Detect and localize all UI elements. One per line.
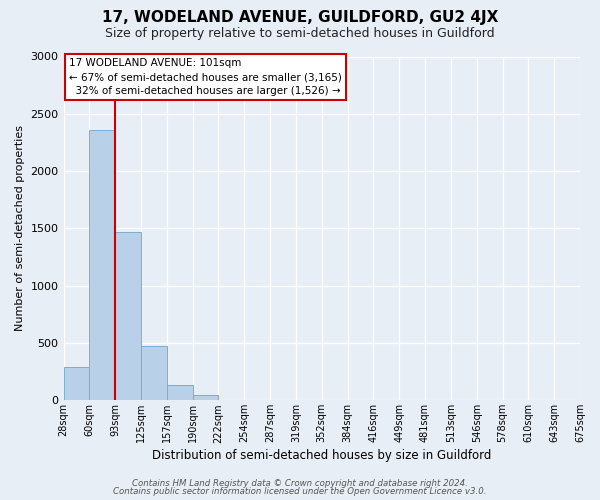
Bar [64, 367, 89, 400]
Bar [193, 394, 218, 400]
Text: 17, WODELAND AVENUE, GUILDFORD, GU2 4JX: 17, WODELAND AVENUE, GUILDFORD, GU2 4JX [102, 10, 498, 25]
Text: Contains public sector information licensed under the Open Government Licence v3: Contains public sector information licen… [113, 487, 487, 496]
Text: 17 WODELAND AVENUE: 101sqm
← 67% of semi-detached houses are smaller (3,165)
  3: 17 WODELAND AVENUE: 101sqm ← 67% of semi… [69, 58, 341, 96]
Bar [115, 232, 141, 400]
Bar [89, 130, 115, 400]
Text: Contains HM Land Registry data © Crown copyright and database right 2024.: Contains HM Land Registry data © Crown c… [132, 478, 468, 488]
Text: Size of property relative to semi-detached houses in Guildford: Size of property relative to semi-detach… [105, 28, 495, 40]
Y-axis label: Number of semi-detached properties: Number of semi-detached properties [15, 126, 25, 332]
X-axis label: Distribution of semi-detached houses by size in Guildford: Distribution of semi-detached houses by … [152, 450, 491, 462]
Bar [141, 346, 167, 401]
Bar [167, 386, 193, 400]
